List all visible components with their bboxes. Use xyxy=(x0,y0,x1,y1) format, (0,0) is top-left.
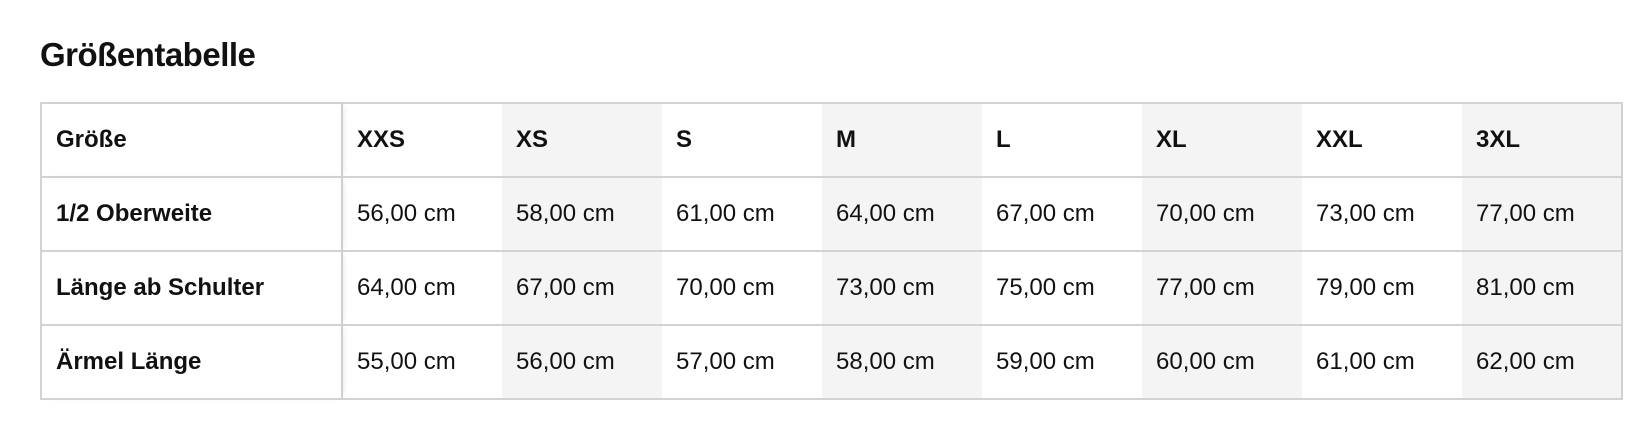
table-cell: 62,00 cm xyxy=(1462,324,1622,399)
table-header-row: Größe XXS XS S M L XL XXL 3XL xyxy=(41,103,1622,177)
size-header-xl: XL xyxy=(1142,103,1302,177)
table-cell: 79,00 cm xyxy=(1302,250,1462,325)
row-label: 1/2 Oberweite xyxy=(41,176,343,251)
table-cell: 70,00 cm xyxy=(662,250,822,325)
table-cell: 57,00 cm xyxy=(662,324,822,399)
size-header-l: L xyxy=(996,126,1011,153)
table-row: Länge ab Schulter 64,00 cm 67,00 cm 70,00 c… xyxy=(41,250,1622,325)
table-row: 1/2 Oberweite 56,00 cm 58,00 cm 61,00 cm 64,… xyxy=(41,176,1622,251)
table-cell: 77,00 cm xyxy=(1462,176,1622,251)
row-label: Ärmel Länge xyxy=(41,324,343,399)
header-label: Größe xyxy=(41,103,343,177)
table-cell: 64,00 cm xyxy=(822,176,982,251)
size-header-s: S xyxy=(676,126,693,153)
table-cell: 64,00 cm xyxy=(342,250,502,325)
table-cell: 67,00 cm xyxy=(982,176,1142,251)
size-chart-table: Größe XXS XS S M L XL XXL 3XL 1/2 Oberweite 56,0… xyxy=(40,102,1623,400)
row-label: Länge ab Schulter xyxy=(41,250,343,325)
table-cell: 70,00 cm xyxy=(1142,176,1302,251)
table-cell: 58,00 cm xyxy=(502,176,662,251)
table-row: Ärmel Länge 55,00 cm 56,00 cm 57,00 cm 58,00… xyxy=(41,324,1622,399)
table-cell: 81,00 cm xyxy=(1462,250,1622,325)
table-cell: 60,00 cm xyxy=(1142,324,1302,399)
table-cell: 61,00 cm xyxy=(662,176,822,251)
table-cell: 55,00 cm xyxy=(342,324,502,399)
size-header-3xl: 3XL xyxy=(1462,103,1622,177)
table-cell: 58,00 cm xyxy=(822,324,982,399)
table-cell: 59,00 cm xyxy=(982,324,1142,399)
size-header-xs: XS xyxy=(502,103,662,177)
table-cell: 75,00 cm xyxy=(982,250,1142,325)
table-cell: 61,00 cm xyxy=(1302,324,1462,399)
table-cell: 67,00 cm xyxy=(502,250,662,325)
page-title: Größentabelle xyxy=(40,36,256,73)
size-header-m: M xyxy=(822,103,982,177)
table-cell: 77,00 cm xyxy=(1142,250,1302,325)
table-cell: 73,00 cm xyxy=(822,250,982,325)
size-header-xxl: XXL xyxy=(1316,126,1363,153)
table-cell: 56,00 cm xyxy=(502,324,662,399)
table-cell: 56,00 cm xyxy=(342,176,502,251)
table-cell: 73,00 cm xyxy=(1302,176,1462,251)
size-header-xxs: XXS xyxy=(357,126,406,153)
